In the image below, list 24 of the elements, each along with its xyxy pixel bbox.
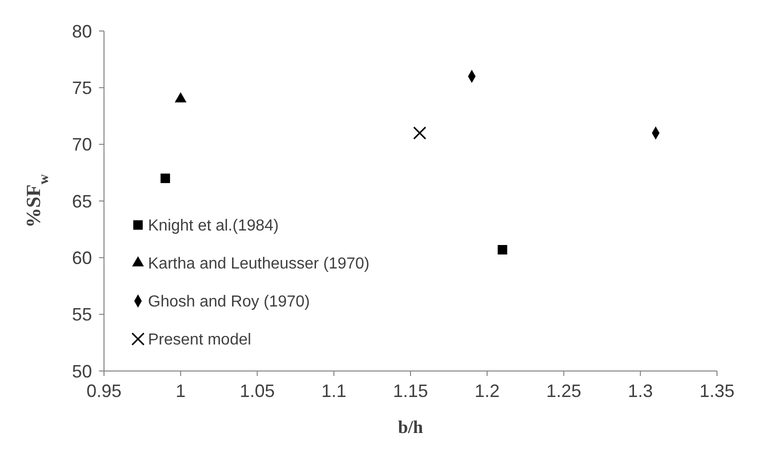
x-tick-label: 1.25 <box>546 381 582 401</box>
y-tick-label: 50 <box>72 361 92 382</box>
legend-label: Ghosh and Roy (1970) <box>148 294 310 311</box>
y-tick-label: 75 <box>72 78 92 98</box>
x-tick-label: 1.2 <box>474 381 500 401</box>
x-tick-label: 1.05 <box>240 381 275 401</box>
legend-label: Present model <box>148 332 252 349</box>
x-tick-label: 0.95 <box>86 381 122 401</box>
y-tick-label: 70 <box>72 134 92 155</box>
y-tick-label: 80 <box>72 21 92 42</box>
x-tick-label: 1.3 <box>628 381 653 401</box>
point <box>160 174 170 184</box>
legend-label: Kartha and Leutheusser (1970) <box>148 256 370 273</box>
x-tick-label: 1.15 <box>392 381 428 401</box>
x-tick-label: 1.1 <box>321 381 346 401</box>
x-axis-title: b/h <box>398 417 424 437</box>
x-tick-label: 1 <box>176 381 186 401</box>
y-tick-label: 60 <box>72 248 92 268</box>
y-tick-label: 55 <box>72 304 92 325</box>
point <box>413 126 426 140</box>
y-tick-label: 65 <box>72 191 92 212</box>
x-tick-label: 1.35 <box>699 381 735 401</box>
point <box>498 244 508 254</box>
legend-label: Knight et al.(1984) <box>148 218 279 235</box>
